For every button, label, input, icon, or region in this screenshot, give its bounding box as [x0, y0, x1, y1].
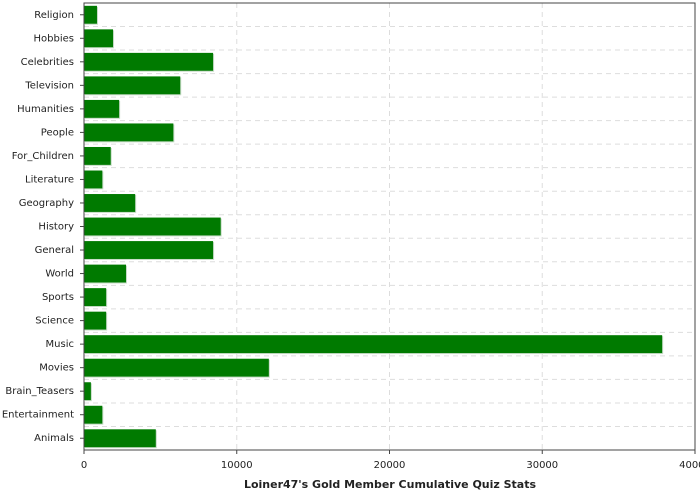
bar: [84, 311, 107, 330]
y-tick-label: Humanities: [17, 104, 74, 115]
plot-border: [83, 2, 696, 451]
y-tick-label: Television: [24, 80, 74, 91]
bar: [84, 288, 107, 307]
y-tick-label: Geography: [19, 198, 74, 209]
x-tick-label: 20000: [374, 460, 406, 471]
bar: [84, 146, 111, 165]
bar: [84, 123, 174, 142]
y-tick-label: Literature: [25, 174, 74, 185]
bar: [84, 5, 97, 24]
bar: [84, 264, 127, 283]
bar: [84, 405, 103, 424]
bar: [84, 335, 663, 354]
y-tick-label: Sports: [42, 292, 74, 303]
y-tick-label: History: [38, 222, 74, 233]
y-tick-label: Religion: [34, 10, 74, 21]
bar: [84, 99, 120, 118]
bar: [84, 76, 181, 95]
y-tick-label: World: [45, 269, 74, 280]
y-tick-label: Animals: [34, 433, 74, 444]
bar: [84, 194, 136, 212]
x-tick-label: 30000: [526, 460, 558, 471]
x-tick-label: 40000: [679, 460, 700, 471]
y-tick-label: Movies: [39, 363, 74, 374]
y-tick-label: Music: [46, 339, 74, 350]
bar: [84, 52, 214, 71]
y-tick-label: Celebrities: [21, 57, 74, 68]
bar: [84, 382, 91, 401]
x-tick-label: 0: [81, 460, 87, 471]
y-tick-label: Entertainment: [2, 410, 74, 421]
x-axis-title: Loiner47's Gold Member Cumulative Quiz S…: [244, 478, 537, 491]
bar: [84, 29, 114, 48]
y-tick-label: Brain_Teasers: [5, 386, 74, 397]
y-tick-label: Hobbies: [34, 33, 74, 44]
y-tick-label: General: [35, 245, 74, 256]
y-tick-label: Science: [35, 316, 74, 327]
bar: [84, 358, 269, 377]
y-tick-label: People: [41, 127, 74, 138]
bar: [84, 170, 103, 189]
bar: [84, 241, 214, 259]
bar: [84, 429, 156, 448]
x-tick-label: 10000: [221, 460, 253, 471]
bar: [84, 217, 221, 236]
y-tick-label: For_Children: [12, 151, 74, 162]
